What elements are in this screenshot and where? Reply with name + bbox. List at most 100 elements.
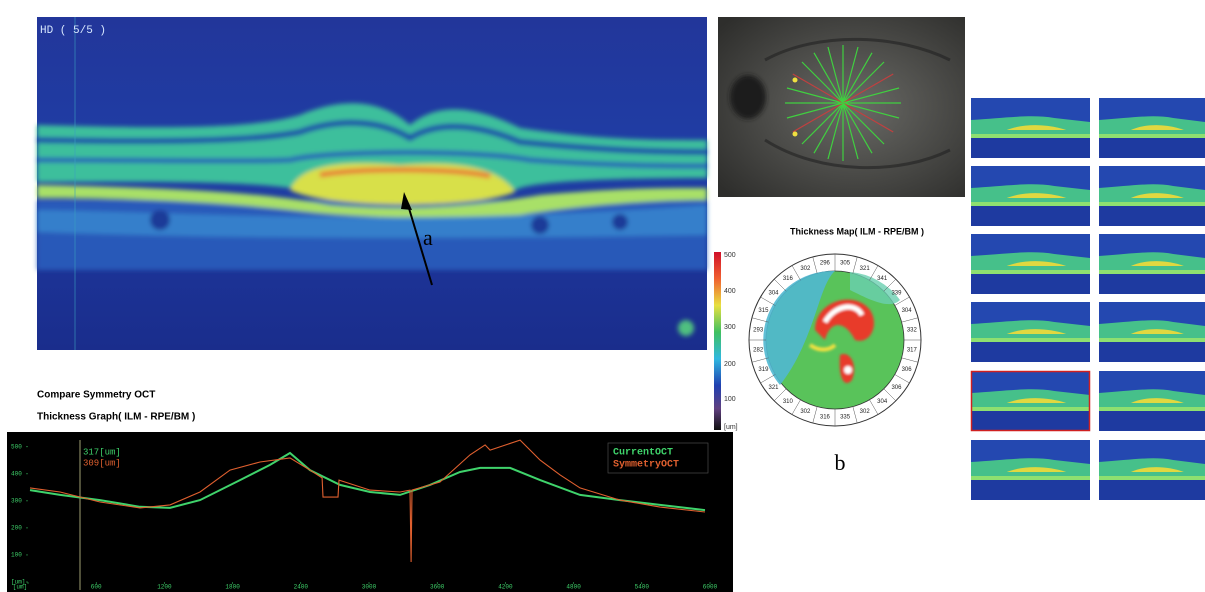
- x-tick-label: 3000: [362, 584, 377, 591]
- sector-value: 310: [783, 399, 794, 405]
- thumbnail: [1099, 371, 1205, 431]
- thumbnail: [971, 302, 1090, 362]
- thumbnail-rpe: [971, 338, 1090, 342]
- thumbnail-choroid: [1099, 480, 1205, 500]
- sector-value: 335: [840, 414, 851, 420]
- oct-label: HD ( 5/5 ): [40, 25, 106, 37]
- thumbnail-choroid: [971, 206, 1090, 226]
- y-tick-label: 500: [11, 443, 22, 450]
- sector-value: 339: [891, 290, 902, 296]
- sector-value: 319: [758, 367, 769, 373]
- legend-label: SymmetryOCT: [613, 460, 679, 471]
- thumbnail-choroid: [971, 274, 1090, 294]
- thumbnail-choroid: [1099, 411, 1205, 431]
- thumbnail-choroid: [971, 480, 1090, 500]
- sector-value: 304: [769, 290, 780, 296]
- x-tick-label: 4200: [498, 584, 513, 591]
- sector-value: 316: [783, 276, 794, 282]
- legend-label: CurrentOCT: [613, 448, 673, 459]
- thumbnail-rpe: [971, 134, 1090, 138]
- thumbnail-choroid: [971, 138, 1090, 158]
- annotation: 309[um]: [83, 458, 121, 468]
- sector-value: 296: [820, 261, 831, 267]
- thumbnail: [971, 371, 1090, 431]
- thumbnail-rpe: [1099, 407, 1205, 411]
- scale-label: 500: [724, 252, 736, 259]
- thumbnail-rpe: [1099, 338, 1205, 342]
- fundus-image: [718, 17, 965, 197]
- section-title: Compare Symmetry OCT: [37, 390, 155, 401]
- scale-label: 300: [724, 324, 736, 331]
- thumbnail-choroid: [1099, 206, 1205, 226]
- thumbnail: [971, 234, 1090, 294]
- sector-value: 302: [800, 409, 811, 415]
- sector-value: 315: [758, 308, 769, 314]
- y-tick-label: 100: [11, 552, 22, 559]
- x-tick-label: 2400: [294, 584, 309, 591]
- x-tick-label: 5400: [635, 584, 650, 591]
- annotation-a: a: [423, 225, 433, 250]
- scale-labels: 500 400 300 200 100 [um]: [724, 252, 738, 431]
- sector-value: 305: [840, 261, 851, 267]
- thumbnail-choroid: [971, 411, 1090, 431]
- sector-value: 321: [769, 385, 780, 391]
- thumbnail-rpe: [1099, 270, 1205, 274]
- figure: HD ( 5/5 ) a Thickness Map( ILM - RPE/BM…: [0, 0, 1205, 592]
- thumbnail-choroid: [1099, 138, 1205, 158]
- sector-value: 306: [902, 367, 913, 373]
- thumbnail-rpe: [971, 476, 1090, 480]
- x-tick-label: 6000: [703, 584, 718, 591]
- thumbnail: [971, 166, 1090, 226]
- sector-value: 293: [753, 327, 764, 333]
- thumbnail-rpe: [971, 270, 1090, 274]
- thumbnail-rpe: [1099, 476, 1205, 480]
- thumbnail: [1099, 98, 1205, 158]
- thumbnail-rpe: [1099, 134, 1205, 138]
- thumbnail: [1099, 302, 1205, 362]
- thumbnail-choroid: [971, 342, 1090, 362]
- color-scale: [714, 252, 721, 430]
- x-tick-label: 600: [91, 584, 102, 591]
- y-tick-label: 400: [11, 470, 22, 477]
- sector-value: 302: [800, 266, 811, 272]
- y-tick-label: 200: [11, 525, 22, 532]
- thumbnail-choroid: [1099, 342, 1205, 362]
- x-tick-label: 4800: [566, 584, 581, 591]
- sector-value: 332: [907, 327, 918, 333]
- annotation: 317[um]: [83, 447, 121, 457]
- x-tick-label: 1800: [225, 584, 240, 591]
- sector-value: 302: [860, 409, 871, 415]
- scale-label: 400: [724, 288, 736, 295]
- scan-lines: [785, 45, 901, 161]
- sector-value: 316: [820, 414, 831, 420]
- thumbnail: [1099, 166, 1205, 226]
- x-tick-label: 1200: [157, 584, 172, 591]
- y-tick-label: 300: [11, 497, 22, 504]
- sector-value: 282: [753, 348, 764, 354]
- sector-value: 306: [891, 385, 902, 391]
- thumbnail: [971, 98, 1090, 158]
- thickness-map: 305 321 341 339 304 332 317 306 306 304 302 335 316 3…: [749, 254, 921, 426]
- thumbnail: [971, 440, 1090, 500]
- scale-label: [um]: [724, 424, 738, 431]
- x-tick-label: 3600: [430, 584, 445, 591]
- thumbnail-rpe: [971, 407, 1090, 411]
- thumbnail: [1099, 234, 1205, 294]
- scale-label: 100: [724, 396, 736, 403]
- sector-value: 304: [902, 308, 913, 314]
- thumbnail-rpe: [971, 202, 1090, 206]
- caption-b: b: [835, 450, 846, 475]
- thumbnail: [1099, 440, 1205, 500]
- x-tick-label: [um]: [13, 584, 27, 591]
- sector-value: 321: [860, 266, 871, 272]
- chart-title: Thickness Graph( ILM - RPE/BM ): [37, 412, 195, 423]
- scale-label: 200: [724, 361, 736, 368]
- thumbnail-grid: [971, 98, 1205, 500]
- sector-value: 304: [877, 399, 888, 405]
- map-title: Thickness Map( ILM - RPE/BM ): [790, 226, 924, 236]
- sector-value: 341: [877, 276, 888, 282]
- thumbnail-choroid: [1099, 274, 1205, 294]
- thumbnail-rpe: [1099, 202, 1205, 206]
- page: {"oct_scan": {"label": "HD ( 5/5 )", "an…: [0, 0, 1205, 592]
- sector-value: 317: [907, 348, 918, 354]
